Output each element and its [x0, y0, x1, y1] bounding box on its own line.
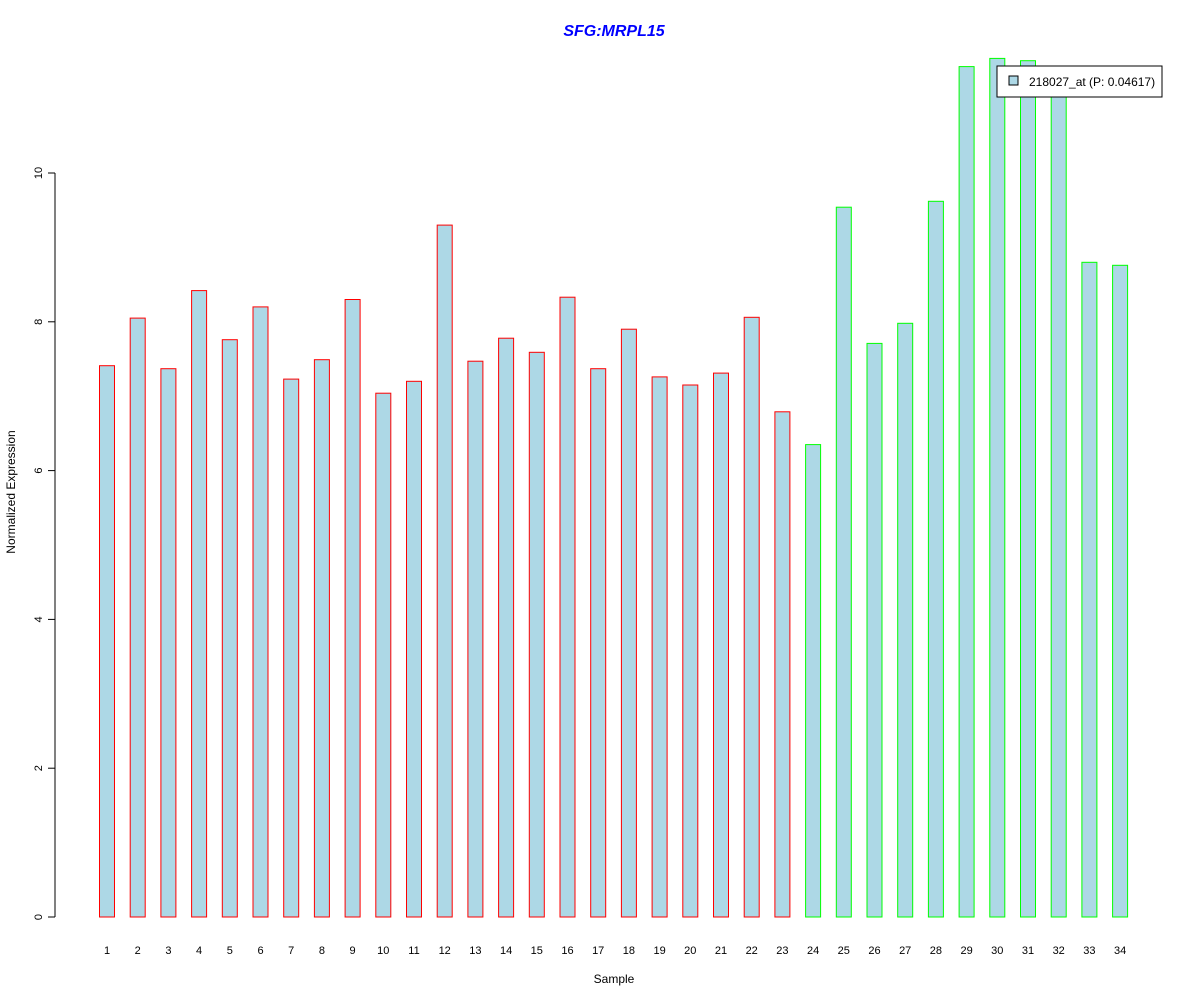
x-tick-label: 20: [684, 945, 696, 957]
bar-sample-21: [713, 372, 729, 918]
x-tick-label: 31: [1022, 945, 1034, 957]
bar-sample-15: [528, 351, 545, 918]
x-tick-label: 8: [319, 945, 325, 957]
bar-sample-1: [99, 365, 115, 918]
bar-sample-27: [897, 322, 914, 918]
bar-sample-26: [866, 342, 883, 918]
bar-sample-12: [436, 224, 453, 918]
x-tick-label: 14: [500, 945, 512, 957]
y-tick-label: 4: [33, 616, 45, 622]
bar-sample-25: [835, 206, 852, 918]
bar-sample-7: [283, 378, 300, 918]
x-tick-label: 28: [930, 945, 942, 957]
bar-sample-10: [375, 392, 392, 918]
x-tick-label: 12: [439, 945, 451, 957]
bar-sample-11: [406, 380, 422, 918]
bar-sample-33: [1081, 261, 1098, 918]
bar-sample-9: [344, 299, 361, 918]
bar-sample-31: [1020, 60, 1036, 918]
legend-label: 218027_at (P: 0.04617): [1029, 75, 1155, 89]
x-tick-label: 2: [135, 945, 141, 957]
y-tick-label: 2: [33, 765, 45, 771]
x-tick-label: 15: [531, 945, 543, 957]
x-tick-label: 6: [257, 945, 263, 957]
bars-group: [99, 57, 1129, 918]
x-tick-label: 27: [899, 945, 911, 957]
x-tick-label: 3: [165, 945, 171, 957]
x-tick-label: 7: [288, 945, 294, 957]
x-tick-label: 24: [807, 945, 819, 957]
bar-sample-14: [498, 337, 515, 918]
x-tick-label: 25: [838, 945, 850, 957]
x-tick-label: 10: [377, 945, 389, 957]
bar-sample-34: [1112, 264, 1129, 918]
bar-sample-23: [774, 411, 791, 918]
x-tick-label: 5: [227, 945, 233, 957]
x-tick-label: 11: [408, 945, 419, 957]
bar-sample-6: [252, 306, 269, 918]
x-tick-label: 23: [776, 945, 788, 957]
bar-sample-2: [129, 317, 146, 918]
x-tick-label: 33: [1083, 945, 1095, 957]
y-tick-label: 8: [33, 319, 45, 325]
x-tick-label: 17: [592, 945, 604, 957]
x-tick-label: 26: [868, 945, 880, 957]
y-tick-label: 6: [33, 468, 45, 474]
legend: 218027_at (P: 0.04617): [996, 65, 1163, 98]
legend-swatch: [1008, 75, 1019, 86]
x-tick-label: 19: [653, 945, 665, 957]
bar-sample-20: [682, 384, 699, 918]
chart-title: SFG:MRPL15: [563, 23, 665, 40]
bar-sample-32: [1050, 87, 1067, 918]
bar-sample-8: [313, 359, 330, 918]
bar-sample-19: [651, 376, 668, 918]
x-axis-labels: 1 2 3 4 5 6 7 8 9 10 11 12 13 14 15 16 17 18 19 20 21 22 23 24 2…: [104, 945, 1126, 957]
bar-sample-13: [467, 360, 484, 918]
bar-sample-3: [160, 368, 177, 918]
x-tick-label: 13: [469, 945, 481, 957]
x-tick-label: 32: [1053, 945, 1065, 957]
x-tick-label: 34: [1114, 945, 1126, 957]
y-tick-label: 0: [33, 914, 45, 920]
bar-sample-17: [590, 368, 607, 918]
x-tick-label: 29: [960, 945, 972, 957]
bar-sample-30: [989, 57, 1006, 918]
bar-sample-24: [805, 444, 822, 918]
x-tick-label: 18: [623, 945, 635, 957]
bar-sample-16: [559, 296, 576, 918]
x-tick-label: 1: [104, 945, 110, 957]
bar-sample-28: [927, 200, 944, 918]
x-axis-title: Sample: [594, 972, 635, 986]
x-tick-label: 4: [196, 945, 202, 957]
bar-sample-18: [620, 328, 637, 918]
x-tick-label: 16: [561, 945, 573, 957]
y-axis-title: Normalized Expression: [4, 430, 18, 553]
x-tick-label: 22: [746, 945, 758, 957]
bar-sample-5: [221, 339, 238, 918]
y-tick-label: 10: [33, 167, 45, 179]
y-axis: 0 2 4 6 8 10: [33, 167, 56, 920]
bar-sample-22: [743, 316, 760, 918]
x-tick-label: 30: [991, 945, 1003, 957]
bar-sample-4: [191, 290, 208, 918]
x-tick-label: 9: [350, 945, 356, 957]
bar-sample-29: [958, 66, 975, 918]
x-tick-label: 21: [715, 945, 727, 957]
legend-box: [996, 65, 1163, 98]
